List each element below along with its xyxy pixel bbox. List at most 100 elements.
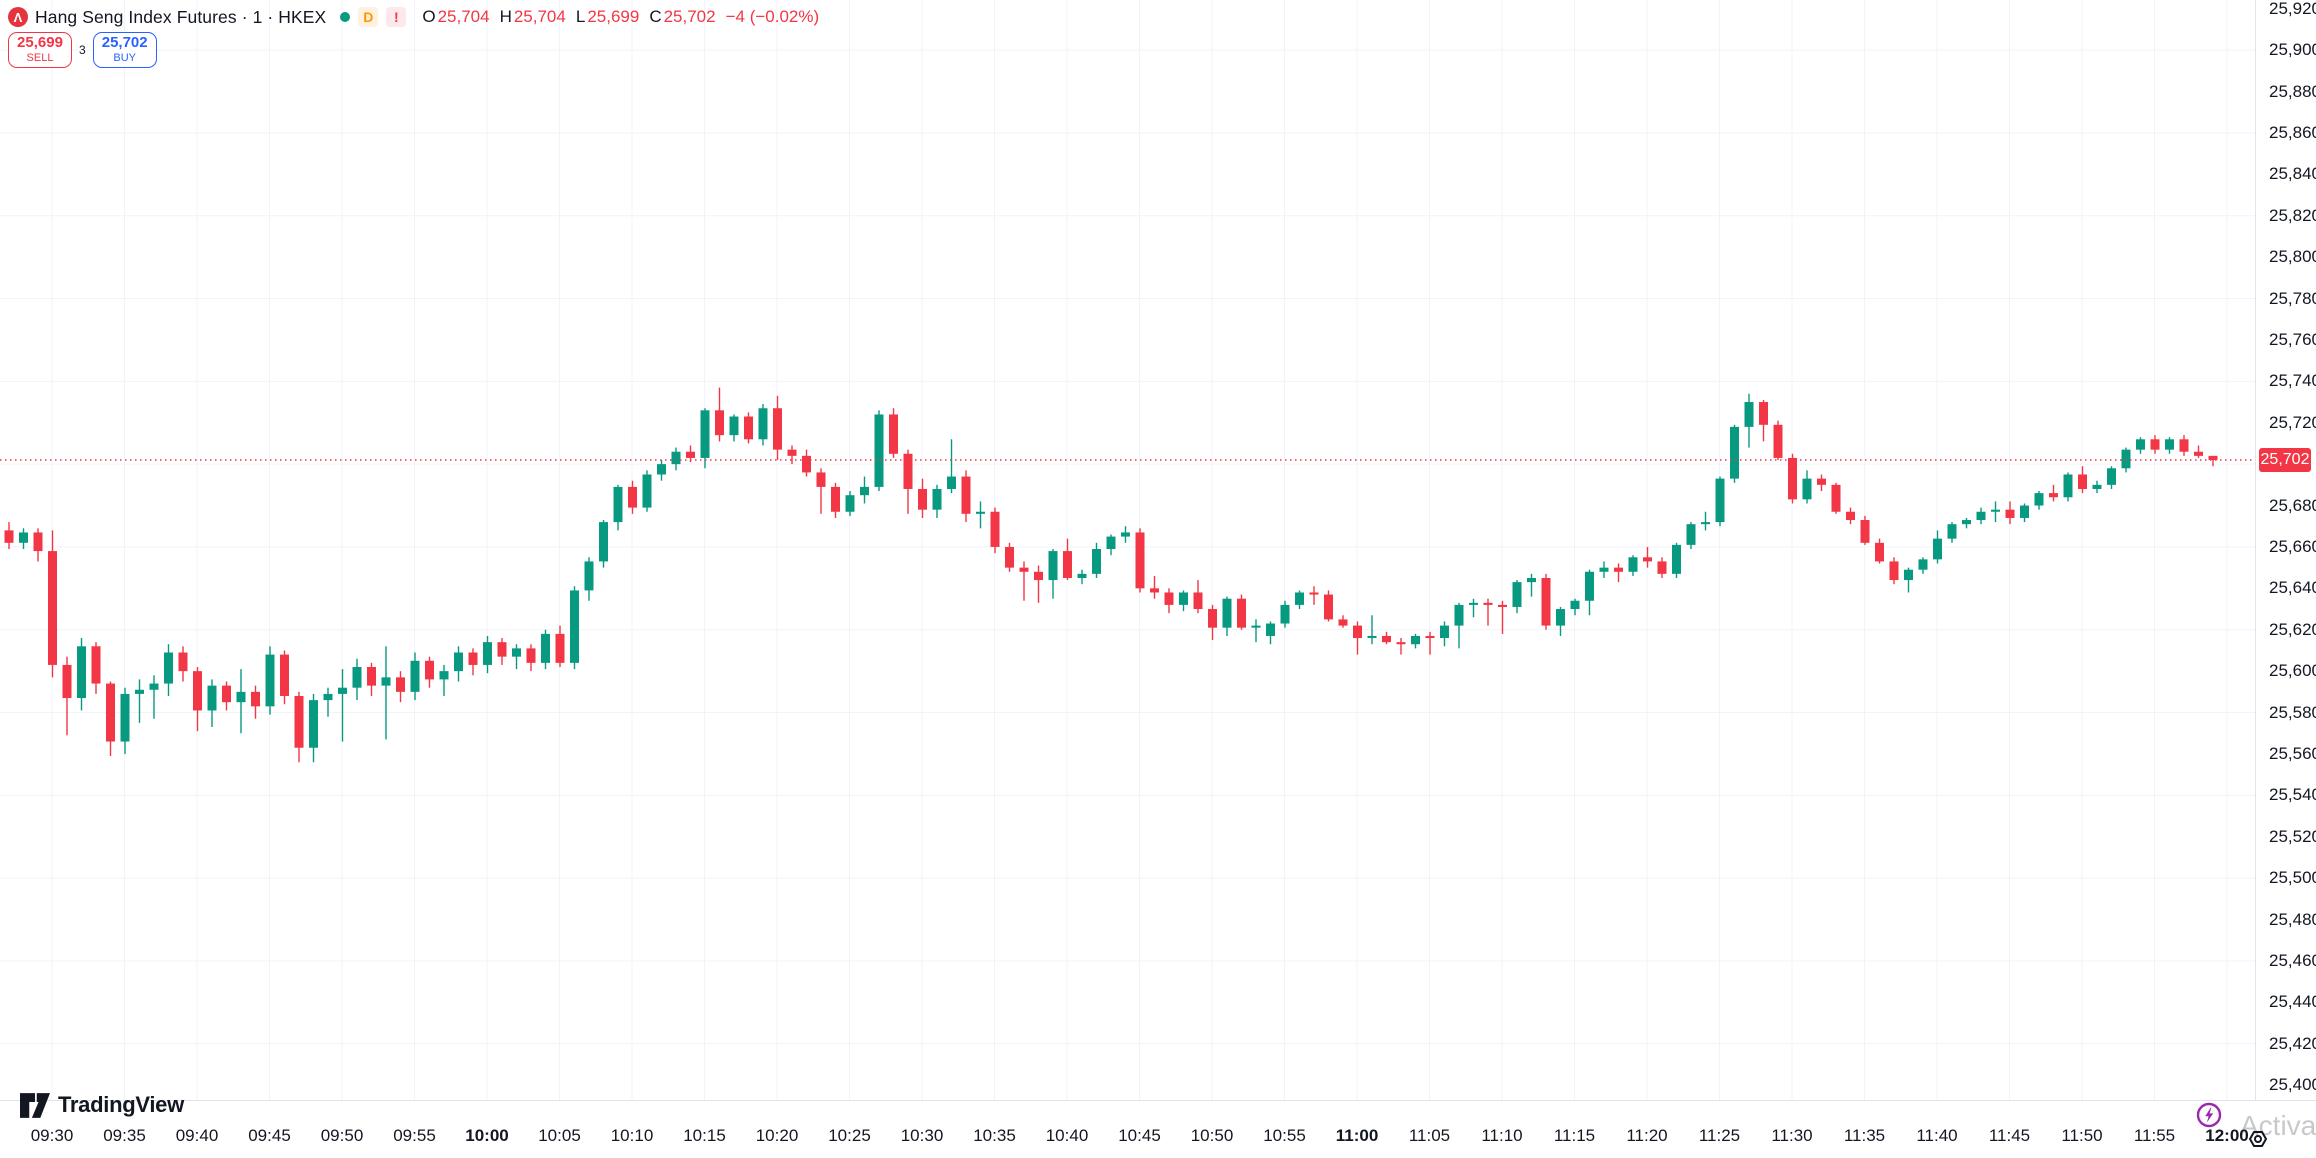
candle xyxy=(2194,445,2203,458)
alert-badge[interactable]: ! xyxy=(386,7,407,27)
candle xyxy=(1976,507,1986,525)
price-axis-label: 25,720 xyxy=(2269,412,2316,432)
candle xyxy=(1208,604,1217,641)
candle xyxy=(33,528,43,562)
candle xyxy=(2049,484,2058,502)
candle xyxy=(903,449,913,514)
candle xyxy=(1164,588,1174,614)
candle xyxy=(1715,476,1725,527)
gear-icon[interactable] xyxy=(2246,1127,2270,1151)
candle xyxy=(265,646,275,715)
candle xyxy=(1904,567,1913,593)
candle xyxy=(729,414,739,442)
candle xyxy=(1991,501,2000,523)
price-axis-label: 25,860 xyxy=(2269,122,2316,142)
candle xyxy=(454,646,463,682)
candle xyxy=(135,679,144,723)
buy-button[interactable]: 25,702 BUY xyxy=(92,32,157,68)
candle xyxy=(48,530,57,678)
candle xyxy=(1135,528,1145,593)
time-axis-label: 09:55 xyxy=(393,1126,436,1145)
candle xyxy=(2078,466,2087,494)
price-axis-label: 25,780 xyxy=(2269,288,2316,308)
price-axis-label: 25,880 xyxy=(2269,81,2316,101)
time-axis-label: 11:20 xyxy=(1626,1126,1668,1145)
low-label: L xyxy=(575,7,586,26)
tradingview-logo[interactable]: TradingView xyxy=(20,1092,184,1118)
candle xyxy=(2150,435,2160,454)
activate-windows-watermark: Activa xyxy=(2240,1110,2316,1141)
time-axis-label: 10:25 xyxy=(828,1126,871,1145)
candle xyxy=(1237,594,1246,630)
candle xyxy=(932,484,942,518)
candle xyxy=(1701,511,1710,531)
candle xyxy=(4,522,14,550)
time-axis-label: 10:10 xyxy=(610,1126,654,1145)
tradingview-logo-icon xyxy=(20,1092,50,1118)
time-axis-label: 09:50 xyxy=(320,1126,364,1145)
time-axis-label: 10:30 xyxy=(900,1126,944,1145)
candle xyxy=(1498,600,1507,634)
time-axis[interactable]: 09:30 09:35 09:40 09:45 09:50 09:55 10:00 10:05… xyxy=(0,1100,2316,1158)
time-axis-label: 11:45 xyxy=(1988,1126,2031,1145)
candle xyxy=(1411,633,1420,649)
candle xyxy=(1802,470,1812,504)
candle xyxy=(1614,563,1623,583)
candle xyxy=(831,482,840,518)
candle xyxy=(1150,575,1159,599)
change-value: −4 (−0.02%) xyxy=(725,7,820,26)
price-axis-label: 25,680 xyxy=(2269,495,2316,515)
candle xyxy=(642,470,652,512)
candle xyxy=(193,667,202,732)
candle xyxy=(1048,549,1058,599)
candlestick-chart[interactable] xyxy=(0,0,2255,1100)
candle xyxy=(976,501,985,529)
time-axis-label: 09:45 xyxy=(248,1126,291,1145)
price-axis-label: 25,660 xyxy=(2269,536,2316,556)
candle xyxy=(1280,600,1290,628)
interval-badge[interactable]: D xyxy=(358,7,379,27)
high-value: 25,704 xyxy=(513,7,566,26)
candle xyxy=(1599,561,1609,578)
candle xyxy=(62,656,72,736)
candle xyxy=(1425,631,1435,655)
candle xyxy=(1759,399,1768,442)
candle xyxy=(2005,501,2015,525)
price-axis-label: 25,420 xyxy=(2269,1033,2316,1053)
candle xyxy=(1889,557,1899,585)
candle xyxy=(367,662,376,696)
candle xyxy=(207,679,217,728)
candle xyxy=(1933,530,1942,564)
candle xyxy=(280,650,289,705)
sell-button[interactable]: 25,699 SELL xyxy=(8,32,72,68)
candle xyxy=(570,586,579,670)
candle xyxy=(1643,546,1652,568)
candle xyxy=(1454,602,1464,649)
candle xyxy=(106,681,115,757)
candle xyxy=(1295,590,1304,610)
price-axis-label: 25,920 xyxy=(2269,0,2316,18)
candle xyxy=(1962,517,1971,529)
symbol-title[interactable]: Hang Seng Index Futures · 1 · HKEX xyxy=(35,6,327,27)
candle xyxy=(1179,590,1188,612)
candle xyxy=(787,445,797,465)
candle xyxy=(468,648,478,676)
time-axis-label: 11:10 xyxy=(1481,1126,1523,1145)
candle xyxy=(2063,472,2073,502)
time-axis-label: 10:35 xyxy=(973,1126,1016,1145)
candle xyxy=(1106,534,1116,556)
time-axis-label: 09:35 xyxy=(103,1126,146,1145)
price-axis-label: 25,580 xyxy=(2269,702,2316,722)
close-label: C xyxy=(649,7,662,26)
candle xyxy=(1338,615,1348,628)
candle xyxy=(19,528,28,550)
price-axis-label: 25,520 xyxy=(2269,826,2316,846)
candle xyxy=(497,638,507,665)
candle xyxy=(1541,573,1551,630)
price-axis-label: 25,600 xyxy=(2269,661,2316,681)
candle xyxy=(715,387,724,442)
price-axis[interactable]: 25,702 25,920 25,900 25,880 25,860 25,840 25,… xyxy=(2255,0,2316,1100)
price-axis-label: 25,480 xyxy=(2269,909,2316,929)
candle xyxy=(2136,437,2145,454)
buy-caption: BUY xyxy=(113,52,136,65)
